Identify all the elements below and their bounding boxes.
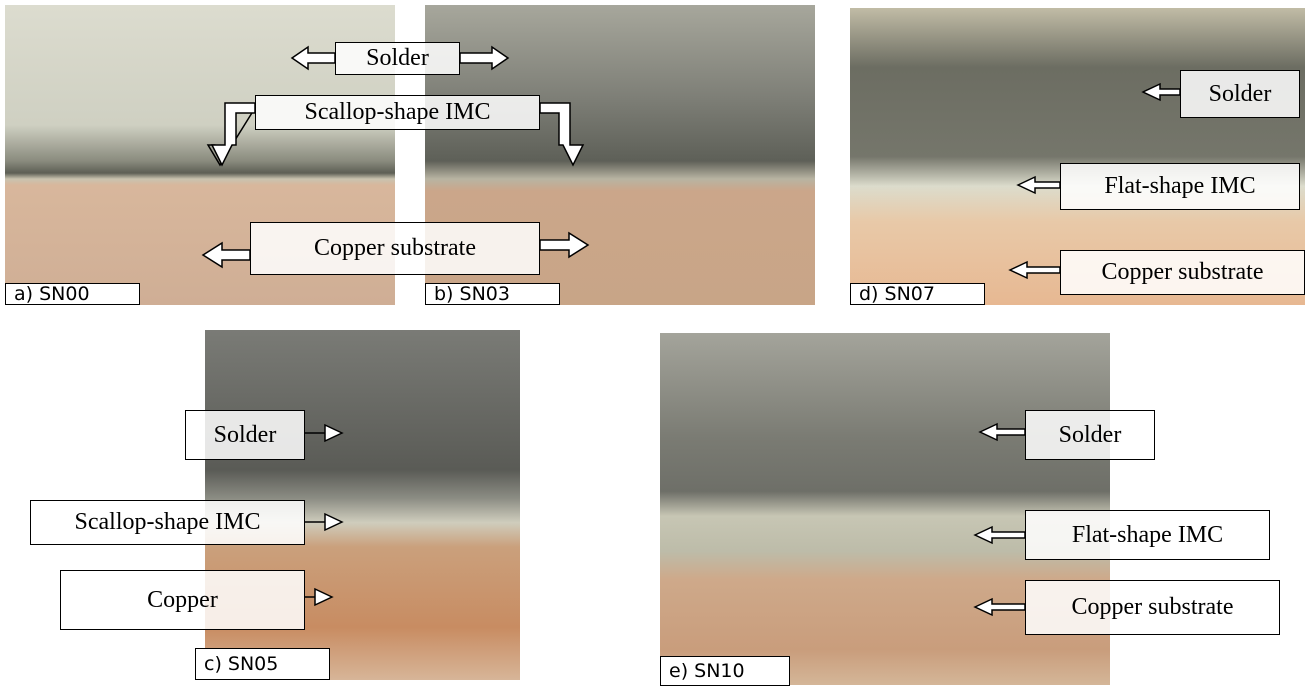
arrow (315, 589, 332, 605)
arrow (540, 233, 588, 257)
label: Copper substrate (1060, 250, 1305, 295)
arrow (460, 47, 508, 69)
arrow (1018, 177, 1060, 193)
arrow (540, 103, 583, 165)
label: Solder (1025, 410, 1155, 460)
arrow (1143, 84, 1180, 100)
label: Copper substrate (1025, 580, 1280, 635)
arrow (975, 599, 1025, 615)
label: Scallop-shape IMC (255, 95, 540, 130)
arrow (975, 527, 1025, 543)
arrow (325, 514, 342, 530)
label: Flat-shape IMC (1060, 163, 1300, 210)
caption: b) SN03 (425, 283, 560, 305)
label: Solder (335, 42, 460, 75)
caption: d) SN07 (850, 283, 985, 305)
arrow (203, 243, 250, 267)
arrow (980, 424, 1025, 440)
figure: Solder Scallop-shape IMC Copper substrat… (0, 0, 1309, 686)
arrow (292, 47, 335, 69)
arrow (212, 103, 255, 165)
label: Copper substrate (250, 222, 540, 275)
label: Solder (185, 410, 305, 460)
label: Solder (1180, 70, 1300, 118)
caption: c) SN05 (195, 648, 330, 680)
label: Copper (60, 570, 305, 630)
arrow (1010, 262, 1060, 278)
arrow (325, 425, 342, 441)
caption: a) SN00 (5, 283, 140, 305)
label: Flat-shape IMC (1025, 510, 1270, 560)
caption: e) SN10 (660, 656, 790, 686)
label: Scallop-shape IMC (30, 500, 305, 545)
